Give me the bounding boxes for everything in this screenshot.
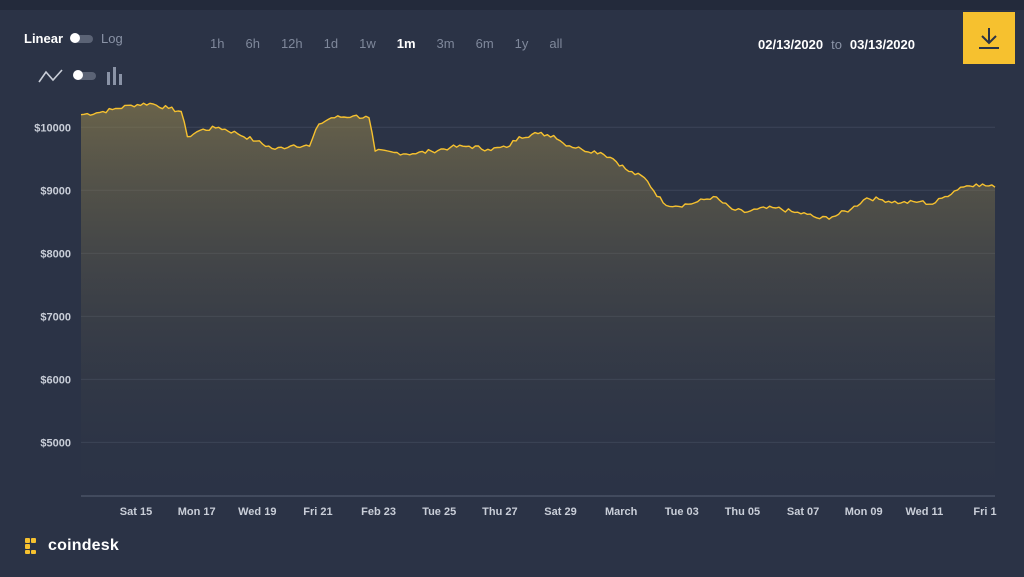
brand-name: coindesk	[48, 537, 119, 554]
range-all[interactable]: all	[549, 36, 563, 51]
range-1y[interactable]: 1y	[514, 36, 529, 51]
x-axis: Sat 15 Mon 17 Wed 19 Fri 21 Feb 23 Tue 25 Thu …	[120, 506, 997, 518]
y-tick-label: $10000	[34, 122, 71, 134]
chart-type-toggle[interactable]	[38, 66, 124, 86]
x-tick-label: Thu 27	[482, 506, 517, 518]
x-tick-label: Sat 29	[544, 506, 576, 518]
x-tick-label: Wed 19	[238, 506, 276, 518]
x-tick-label: Fri 1	[973, 506, 996, 518]
range-1d[interactable]: 1d	[323, 36, 339, 51]
range-1m[interactable]: 1m	[396, 36, 416, 51]
date-to-word: to	[831, 37, 842, 52]
chart-type-switch-knob[interactable]	[73, 70, 83, 80]
x-tick-label: Sat 07	[787, 506, 819, 518]
x-tick-label: Sat 15	[120, 506, 152, 518]
top-strip	[0, 0, 1024, 10]
range-12h[interactable]: 12h	[280, 36, 303, 51]
scale-log-label[interactable]: Log	[101, 31, 123, 46]
scale-switch[interactable]	[70, 32, 94, 43]
x-tick-label: Tue 03	[665, 506, 699, 518]
scale-toggle[interactable]: Linear Log	[24, 31, 123, 46]
y-tick-label: $5000	[40, 437, 71, 449]
x-tick-label: Mon 09	[845, 506, 883, 518]
download-icon	[979, 28, 999, 49]
time-range-selector[interactable]: 1h 6h 12h 1d 1w 1m 3m 6m 1y all	[210, 36, 583, 51]
scale-linear-label[interactable]: Linear	[24, 31, 64, 46]
range-3m[interactable]: 3m	[436, 36, 455, 51]
range-6m[interactable]: 6m	[475, 36, 494, 51]
line-chart-icon[interactable]	[38, 67, 64, 85]
y-tick-label: $7000	[40, 311, 71, 323]
x-tick-label: March	[605, 506, 638, 518]
date-to[interactable]: 03/13/2020	[849, 37, 915, 52]
x-tick-label: Wed 11	[905, 506, 943, 518]
coindesk-logo-icon	[25, 538, 36, 554]
y-tick-label: $6000	[40, 374, 71, 386]
chart-type-switch[interactable]	[73, 70, 96, 80]
y-axis: $10000 $9000 $8000 $7000 $6000 $5000	[34, 122, 71, 449]
range-1w[interactable]: 1w	[359, 36, 376, 51]
date-range[interactable]: 02/13/2020 to 03/13/2020	[758, 37, 915, 52]
x-tick-label: Feb 23	[361, 506, 396, 518]
brand-logo[interactable]: coindesk	[24, 537, 119, 555]
scale-switch-knob[interactable]	[70, 32, 81, 43]
download-button[interactable]	[963, 12, 1015, 64]
price-line[interactable]	[80, 102, 996, 220]
range-6h[interactable]: 6h	[245, 36, 260, 51]
x-tick-label: Thu 05	[725, 506, 760, 518]
x-tick-label: Mon 17	[178, 506, 216, 518]
y-tick-label: $9000	[40, 185, 71, 197]
x-tick-label: Fri 21	[303, 506, 332, 518]
x-tick-label: Tue 25	[422, 506, 456, 518]
price-area	[81, 103, 995, 496]
range-1h[interactable]: 1h	[210, 36, 225, 51]
date-from[interactable]: 02/13/2020	[758, 37, 824, 52]
bar-chart-icon[interactable]	[106, 66, 124, 86]
y-tick-label: $8000	[40, 248, 71, 260]
